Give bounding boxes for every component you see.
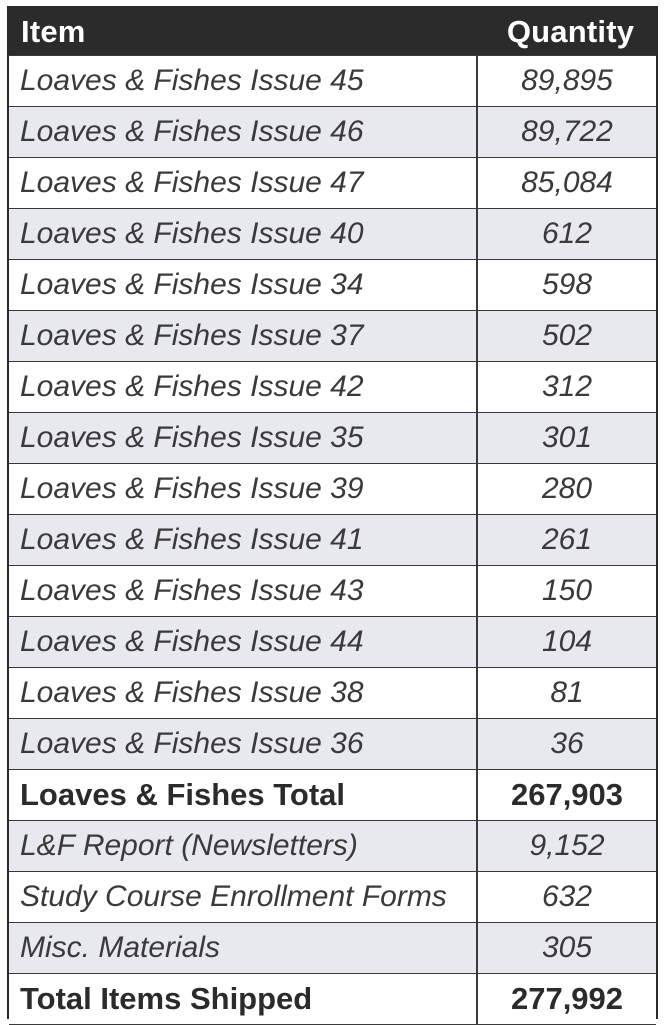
table-row: Loaves & Fishes Issue 46 89,722 [9, 106, 656, 158]
table-row: Loaves & Fishes Issue 37 502 [9, 310, 656, 362]
total-row: Loaves & Fishes Total 267,903 [9, 769, 656, 821]
cell-item: Study Course Enrollment Forms [9, 871, 477, 923]
cell-item: Misc. Materials [9, 922, 477, 974]
table-row: Loaves & Fishes Issue 35 301 [9, 412, 656, 464]
cell-quantity: 301 [476, 412, 656, 464]
cell-item: Loaves & Fishes Issue 40 [9, 208, 477, 260]
cell-item: Loaves & Fishes Issue 45 [9, 55, 477, 107]
cell-item: Loaves & Fishes Issue 47 [9, 157, 477, 209]
cell-quantity: 612 [476, 208, 656, 260]
cell-item: Loaves & Fishes Issue 36 [9, 718, 477, 770]
cell-item: Loaves & Fishes Issue 43 [9, 565, 477, 617]
table-row: Loaves & Fishes Issue 34 598 [9, 259, 656, 311]
cell-item: Loaves & Fishes Issue 41 [9, 514, 477, 566]
cell-quantity: 598 [476, 259, 656, 311]
cell-item: Loaves & Fishes Issue 44 [9, 616, 477, 668]
cell-item: Loaves & Fishes Issue 38 [9, 667, 477, 719]
cell-quantity: 267,903 [476, 769, 656, 821]
table-row: Misc. Materials 305 [9, 922, 656, 974]
table-row: Loaves & Fishes Issue 43 150 [9, 565, 656, 617]
cell-quantity: 150 [476, 565, 656, 617]
cell-quantity: 312 [476, 361, 656, 413]
cell-quantity: 632 [476, 871, 656, 923]
column-header-item: Item [9, 8, 477, 56]
cell-quantity: 36 [476, 718, 656, 770]
header-row: Item Quantity [9, 8, 656, 56]
cell-quantity: 305 [476, 922, 656, 974]
cell-quantity: 104 [476, 616, 656, 668]
table-row: Study Course Enrollment Forms 632 [9, 871, 656, 923]
table-body: Loaves & Fishes Issue 45 89,895 Loaves & F… [9, 55, 656, 1025]
table-row: Loaves & Fishes Issue 45 89,895 [9, 55, 656, 107]
cell-quantity: 261 [476, 514, 656, 566]
table-header: Item Quantity [9, 8, 656, 56]
table-row: Loaves & Fishes Issue 47 85,084 [9, 157, 656, 209]
cell-quantity: 89,722 [476, 106, 656, 158]
table-row: Loaves & Fishes Issue 44 104 [9, 616, 656, 668]
table-row: Loaves & Fishes Issue 36 36 [9, 718, 656, 770]
cell-quantity: 277,992 [476, 973, 656, 1025]
cell-item: Loaves & Fishes Issue 35 [9, 412, 477, 464]
shipment-table-container: Item Quantity Loaves & Fishes Issue 45 89… [7, 6, 658, 1025]
cell-item: Loaves & Fishes Issue 37 [9, 310, 477, 362]
cell-quantity: 81 [476, 667, 656, 719]
cell-item: Total Items Shipped [9, 973, 477, 1025]
cell-item: Loaves & Fishes Issue 46 [9, 106, 477, 158]
cell-item: L&F Report (Newsletters) [9, 820, 477, 872]
table-row: Loaves & Fishes Issue 42 312 [9, 361, 656, 413]
cell-item: Loaves & Fishes Issue 42 [9, 361, 477, 413]
table-row: Loaves & Fishes Issue 41 261 [9, 514, 656, 566]
cell-quantity: 9,152 [476, 820, 656, 872]
table-row: Loaves & Fishes Issue 39 280 [9, 463, 656, 515]
cell-item: Loaves & Fishes Issue 34 [9, 259, 477, 311]
table-row: Loaves & Fishes Issue 40 612 [9, 208, 656, 260]
total-row: Total Items Shipped 277,992 [9, 973, 656, 1025]
column-header-quantity: Quantity [477, 8, 656, 56]
table-row: L&F Report (Newsletters) 9,152 [9, 820, 656, 872]
cell-quantity: 280 [476, 463, 656, 515]
cell-quantity: 502 [476, 310, 656, 362]
table-row: Loaves & Fishes Issue 38 81 [9, 667, 656, 719]
cell-item: Loaves & Fishes Issue 39 [9, 463, 477, 515]
cell-item: Loaves & Fishes Total [9, 769, 477, 821]
cell-quantity: 89,895 [476, 55, 656, 107]
shipment-table: Item Quantity Loaves & Fishes Issue 45 89… [9, 8, 656, 1025]
cell-quantity: 85,084 [476, 157, 656, 209]
